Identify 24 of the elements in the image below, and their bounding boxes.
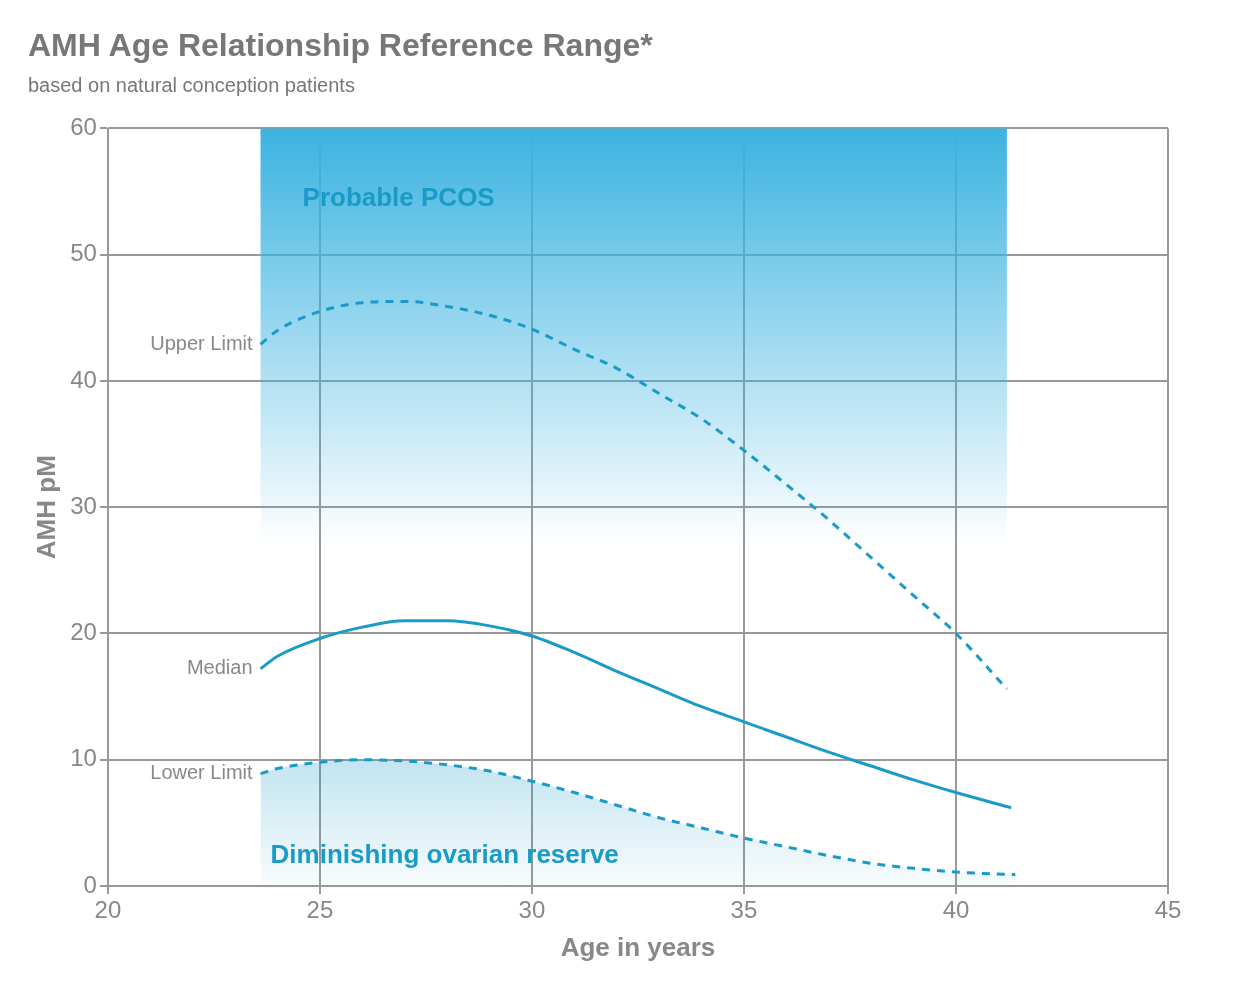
- y-tick-label: 40: [70, 365, 97, 393]
- y-tick-label: 60: [70, 113, 97, 141]
- x-tick-label: 30: [518, 896, 546, 924]
- line-series: [259, 619, 1013, 810]
- series-label: Lower Limit: [150, 761, 253, 784]
- x-tick-label: 20: [94, 896, 122, 924]
- x-axis-title: Age in years: [560, 931, 716, 962]
- y-tick-label: 50: [70, 239, 97, 267]
- series-label: Upper Limit: [150, 331, 253, 354]
- x-tick-label: 45: [1154, 896, 1182, 924]
- y-tick-label: 20: [70, 618, 97, 646]
- x-tick-label: 35: [730, 896, 758, 924]
- chart-subtitle: based on natural conception patients: [28, 73, 355, 96]
- annotation: Diminishing ovarian reserve: [270, 839, 619, 870]
- band-label: Probable PCOS: [302, 181, 495, 212]
- y-tick-label: 10: [70, 744, 97, 772]
- series-label: Median: [186, 656, 253, 679]
- y-axis-title: AMH pM: [30, 455, 61, 560]
- x-tick-label: 25: [306, 896, 334, 924]
- y-tick-label: 30: [70, 491, 97, 519]
- line-series: [259, 299, 1009, 691]
- x-tick-label: 40: [942, 896, 970, 924]
- chart-title: AMH Age Relationship Reference Range*: [28, 27, 654, 64]
- y-tick-label: 0: [83, 870, 97, 898]
